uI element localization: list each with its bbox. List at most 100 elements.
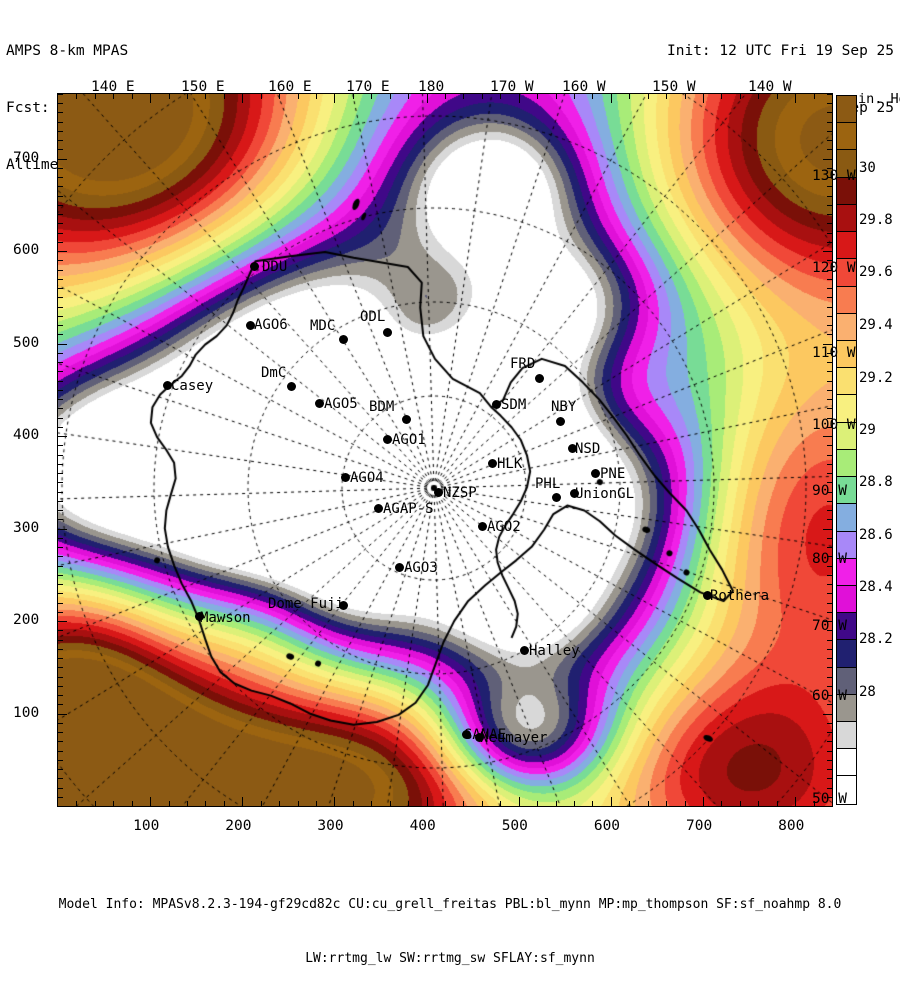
tick-mark	[58, 195, 63, 197]
colorbar-segment	[837, 150, 856, 178]
tick-mark	[827, 426, 832, 428]
tick-mark	[58, 621, 67, 623]
tick-mark	[666, 94, 668, 99]
map-plot-area[interactable]	[57, 93, 833, 807]
x-axis-tick-label: 200	[225, 818, 252, 834]
tick-mark	[131, 801, 133, 806]
colorbar-segment	[837, 232, 856, 260]
colorbar-units: in. Hg	[858, 91, 900, 107]
tick-mark	[827, 445, 832, 447]
tick-mark	[555, 801, 557, 806]
colorbar-segment	[837, 395, 856, 423]
tick-mark	[58, 473, 63, 475]
colorbar-segment	[837, 749, 856, 777]
tick-mark	[76, 94, 78, 99]
tick-mark	[352, 801, 354, 806]
tick-mark	[827, 130, 832, 132]
tick-mark	[721, 94, 723, 99]
tick-mark	[58, 584, 63, 586]
tick-mark	[610, 94, 612, 103]
colorbar-segment	[837, 477, 856, 505]
station-label: AGO3	[404, 560, 438, 576]
tick-mark	[827, 399, 832, 401]
tick-mark	[426, 797, 428, 806]
tick-mark	[58, 371, 63, 373]
tick-mark	[827, 510, 832, 512]
longitude-right-label: 100 W	[812, 417, 856, 433]
tick-mark	[827, 297, 832, 299]
tick-mark	[827, 103, 832, 105]
tick-mark	[758, 94, 760, 99]
tick-mark	[500, 94, 502, 99]
tick-mark	[426, 94, 428, 103]
station-label: Neumayer	[480, 730, 548, 746]
tick-mark	[58, 251, 67, 253]
tick-mark	[334, 797, 336, 806]
station-label: AGAP-S	[383, 501, 434, 517]
tick-mark	[58, 223, 63, 225]
tick-mark	[58, 186, 63, 188]
tick-mark	[574, 801, 575, 806]
tick-mark	[827, 380, 832, 382]
tick-mark	[58, 602, 63, 604]
tick-mark	[647, 94, 649, 99]
station-label: DDU	[262, 259, 288, 275]
colorbar-segment	[837, 504, 856, 532]
tick-mark	[827, 630, 832, 632]
tick-mark	[58, 343, 67, 345]
tick-mark	[827, 408, 832, 410]
x-axis-tick-label: 700	[686, 818, 713, 834]
tick-mark	[58, 158, 67, 160]
tick-mark	[205, 94, 207, 99]
tick-mark	[827, 121, 832, 123]
y-axis-tick-label: 300	[13, 519, 40, 536]
longitude-right-label: 70 W	[812, 618, 847, 634]
tick-mark	[827, 593, 832, 595]
tick-mark	[58, 177, 63, 179]
tick-mark	[58, 713, 67, 715]
y-axis-tick-label: 500	[13, 334, 40, 351]
colorbar-segment	[837, 204, 856, 233]
model-info: Model Info: MPASv8.2.3-194-gf29cd82c CU:…	[0, 860, 900, 986]
tick-mark	[827, 547, 832, 549]
tick-mark	[94, 801, 96, 806]
tick-mark	[58, 500, 63, 502]
station-dot-icon	[163, 381, 172, 390]
tick-mark	[827, 389, 832, 391]
tick-mark	[58, 362, 63, 364]
colorbar[interactable]	[836, 95, 857, 805]
tick-mark	[58, 658, 63, 660]
tick-mark	[827, 769, 832, 770]
tick-mark	[58, 149, 63, 151]
tick-mark	[242, 797, 244, 806]
station-dot-icon	[492, 400, 501, 409]
tick-mark	[58, 565, 63, 567]
tick-mark	[408, 801, 410, 806]
tick-mark	[58, 630, 63, 632]
tick-mark	[297, 94, 299, 99]
tick-mark	[827, 500, 832, 502]
tick-mark	[150, 797, 152, 806]
tick-mark	[827, 112, 832, 114]
tick-mark	[518, 797, 520, 806]
colorbar-segment	[837, 96, 856, 124]
tick-mark	[463, 94, 465, 99]
tick-mark	[684, 801, 686, 806]
tick-mark	[58, 112, 63, 114]
tick-mark	[721, 801, 723, 806]
station-dot-icon	[434, 488, 443, 497]
longitude-top-label: 150 W	[652, 79, 696, 95]
tick-mark	[58, 288, 63, 290]
tick-mark	[58, 528, 67, 530]
tick-mark	[58, 463, 63, 465]
tick-mark	[629, 94, 631, 99]
tick-mark	[795, 94, 797, 103]
tick-mark	[58, 685, 63, 687]
x-axis-tick-label: 100	[133, 818, 160, 834]
tick-mark	[795, 797, 797, 806]
tick-mark	[832, 94, 833, 99]
longitude-top-label: 150 E	[181, 79, 225, 95]
tick-mark	[334, 94, 336, 103]
station-label: Casey	[171, 378, 214, 394]
tick-mark	[827, 334, 832, 336]
